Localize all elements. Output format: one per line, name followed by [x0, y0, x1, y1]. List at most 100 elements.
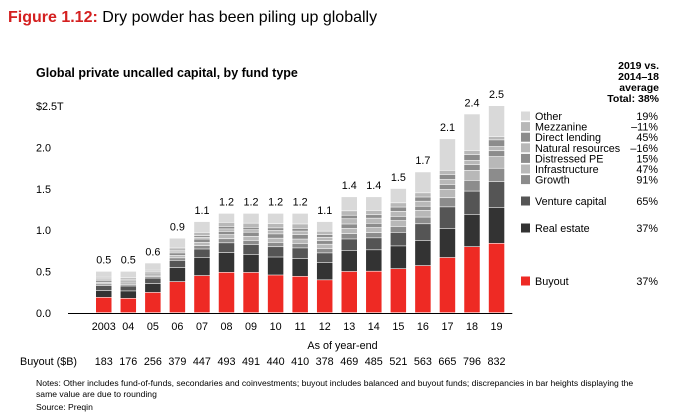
bar-segment — [341, 228, 357, 234]
x-tick-label: 09 — [245, 321, 257, 333]
bar-segment — [169, 248, 186, 251]
bar-segment — [243, 232, 259, 237]
legend-change-value: 47% — [636, 164, 658, 176]
y-tick-label: $2.5T — [36, 101, 64, 113]
bar-segment — [292, 224, 308, 229]
bar-segment — [120, 284, 137, 286]
x-tick-label: 14 — [368, 321, 380, 333]
bar-segment — [316, 237, 333, 241]
bar-total-label: 0.5 — [96, 255, 111, 267]
y-tick-label: 0.0 — [36, 308, 51, 320]
bar-total-label: 2.5 — [489, 89, 504, 101]
bar-segment — [439, 179, 456, 185]
legend-label: Mezzanine — [535, 122, 587, 134]
bar-segment — [96, 280, 112, 282]
x-tick-label: 17 — [441, 321, 453, 333]
bar-segment — [169, 267, 186, 282]
bar-total-label: 0.5 — [121, 255, 136, 267]
x-tick-label: 07 — [196, 321, 208, 333]
buyout-value: 440 — [266, 356, 285, 368]
bar-segment — [316, 244, 333, 249]
bar-segment — [169, 238, 186, 248]
bar-segment — [316, 253, 333, 263]
buyout-value: 491 — [242, 356, 261, 368]
bar-segment — [292, 234, 308, 239]
bar-segment — [488, 140, 505, 147]
bar-segment — [218, 272, 235, 313]
buyout-value: 521 — [389, 356, 408, 368]
legend-label: Natural resources — [535, 143, 621, 155]
bar-segment — [292, 239, 308, 244]
bar-segment — [194, 242, 210, 246]
legend-label: Distressed PE — [535, 153, 603, 165]
bar-segment — [439, 184, 456, 190]
bar-segment — [243, 230, 259, 232]
buyout-value: 796 — [462, 356, 481, 368]
bar-segment — [145, 273, 161, 275]
bar-segment — [439, 198, 456, 207]
bar-segment — [390, 232, 407, 246]
bar-segment — [464, 191, 480, 215]
bar-segment — [267, 247, 284, 257]
bar-segment — [316, 221, 333, 231]
bar-segment — [120, 286, 137, 291]
x-tick-label: 19 — [491, 321, 503, 333]
bar-segment — [366, 238, 382, 250]
bar-segment — [464, 180, 480, 191]
legend-swatch — [521, 164, 530, 174]
bar-segment — [439, 170, 456, 175]
x-tick-label: 15 — [392, 321, 404, 333]
bar-segment — [218, 229, 235, 232]
bar-segment — [464, 214, 480, 247]
legend-label: Infrastructure — [535, 164, 599, 176]
change-header-line: average — [619, 82, 659, 94]
bar-segment — [316, 248, 333, 253]
bar-segment — [218, 213, 235, 223]
bar-segment — [292, 276, 308, 313]
bar-segment — [145, 275, 161, 277]
bar-segment — [194, 275, 210, 313]
bar-total-label: 1.1 — [194, 205, 209, 217]
bar-segment — [390, 246, 407, 269]
legend-label: Venture capital — [535, 196, 606, 208]
bar-total-label: 1.2 — [268, 197, 283, 209]
change-header-total: Total: 38% — [607, 93, 659, 105]
buyout-value: 665 — [438, 356, 457, 368]
bar-segment — [341, 250, 357, 272]
bar-segment — [267, 257, 284, 275]
bar-segment — [366, 223, 382, 228]
x-tick-label: 12 — [319, 321, 331, 333]
bar-segment — [390, 216, 407, 221]
bar-segment — [145, 263, 161, 270]
bar-segment — [415, 201, 431, 206]
bar-segment — [169, 251, 186, 253]
bar-segment — [415, 210, 431, 217]
x-axis-title: As of year-end — [307, 340, 378, 352]
bar-segment — [145, 270, 161, 272]
bar-segment — [96, 290, 112, 298]
bar-segment — [194, 237, 210, 239]
bar-segment — [243, 236, 259, 241]
bar-segment — [243, 223, 259, 227]
buyout-value: 379 — [168, 356, 187, 368]
bar-total-label: 1.4 — [366, 180, 381, 192]
y-tick-label: 1.5 — [36, 184, 51, 196]
bar-segment — [120, 281, 137, 283]
bar-total-label: 1.5 — [391, 172, 406, 184]
x-tick-label: 05 — [147, 321, 159, 333]
change-header: 2019 vs. 2014–18 average Total: 38% — [549, 61, 659, 105]
bar-segment — [439, 189, 456, 198]
bar-segment — [169, 255, 186, 258]
bar-segment — [145, 276, 161, 278]
buyout-value: 410 — [291, 356, 310, 368]
figure-number: Figure 1.12: — [8, 9, 98, 26]
bar-segment — [390, 207, 407, 211]
legend-label: Direct lending — [535, 132, 601, 144]
bar-segment — [243, 227, 259, 230]
bar-segment — [243, 254, 259, 273]
legend-change-value: 37% — [636, 276, 658, 288]
legend-swatch — [521, 132, 530, 142]
bar-segment — [120, 291, 137, 298]
legend-label: Other — [535, 111, 562, 123]
